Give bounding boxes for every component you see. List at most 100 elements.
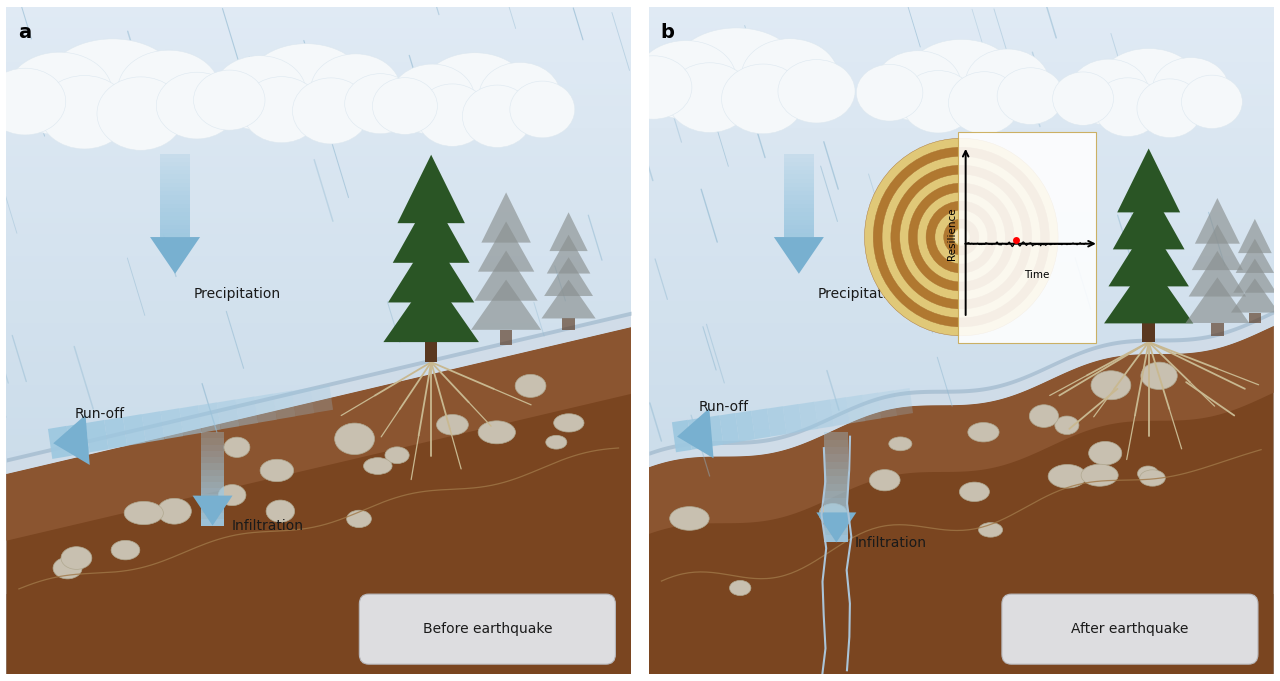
Polygon shape	[477, 221, 534, 272]
Ellipse shape	[819, 504, 844, 519]
Ellipse shape	[900, 174, 1023, 300]
Polygon shape	[649, 594, 1274, 681]
FancyArrow shape	[150, 237, 200, 274]
FancyArrow shape	[160, 233, 189, 237]
Ellipse shape	[436, 415, 468, 435]
FancyArrow shape	[160, 208, 189, 212]
FancyArrow shape	[774, 237, 824, 274]
FancyArrow shape	[201, 476, 224, 482]
Ellipse shape	[741, 39, 838, 115]
FancyArrow shape	[846, 395, 865, 424]
FancyArrow shape	[783, 174, 814, 178]
Ellipse shape	[888, 437, 911, 451]
Polygon shape	[6, 327, 631, 541]
Ellipse shape	[157, 498, 192, 524]
FancyArrow shape	[878, 390, 897, 418]
FancyArrow shape	[160, 174, 189, 178]
FancyArrow shape	[783, 183, 814, 187]
FancyArrow shape	[824, 440, 849, 447]
FancyArrow shape	[201, 463, 224, 470]
Polygon shape	[1231, 279, 1279, 313]
Ellipse shape	[118, 50, 220, 130]
FancyArrow shape	[783, 178, 814, 183]
Ellipse shape	[614, 56, 692, 119]
Ellipse shape	[901, 71, 975, 133]
FancyArrow shape	[236, 396, 259, 426]
Ellipse shape	[479, 63, 561, 131]
Polygon shape	[541, 280, 595, 319]
Polygon shape	[649, 314, 1274, 467]
FancyArrow shape	[160, 183, 189, 187]
Ellipse shape	[1140, 362, 1178, 390]
FancyArrow shape	[160, 225, 189, 229]
Ellipse shape	[925, 201, 997, 273]
Ellipse shape	[1181, 75, 1243, 129]
Ellipse shape	[44, 39, 182, 135]
FancyArrow shape	[216, 399, 239, 429]
FancyArrow shape	[783, 154, 814, 158]
Ellipse shape	[1052, 72, 1114, 125]
Polygon shape	[649, 326, 1274, 681]
Polygon shape	[6, 327, 631, 681]
FancyArrow shape	[201, 439, 224, 445]
FancyArrow shape	[824, 498, 849, 506]
Ellipse shape	[1029, 405, 1059, 428]
Ellipse shape	[960, 482, 989, 501]
Ellipse shape	[260, 459, 293, 481]
Polygon shape	[1234, 259, 1276, 293]
Ellipse shape	[219, 485, 246, 506]
FancyArrow shape	[783, 216, 814, 221]
FancyArrow shape	[160, 229, 189, 233]
FancyArrow shape	[824, 462, 849, 469]
Ellipse shape	[943, 219, 979, 255]
FancyArrow shape	[201, 445, 224, 451]
FancyArrow shape	[783, 229, 814, 233]
Ellipse shape	[347, 510, 371, 528]
Ellipse shape	[156, 72, 238, 139]
FancyArrow shape	[47, 426, 72, 459]
Ellipse shape	[40, 76, 129, 149]
Ellipse shape	[61, 547, 92, 569]
FancyArrow shape	[160, 212, 189, 216]
FancyArrow shape	[123, 414, 146, 446]
FancyArrow shape	[863, 392, 882, 421]
FancyArrow shape	[160, 200, 189, 204]
Ellipse shape	[722, 64, 805, 133]
Ellipse shape	[242, 77, 321, 143]
FancyBboxPatch shape	[360, 594, 616, 664]
Ellipse shape	[246, 44, 366, 130]
Text: Resilience: Resilience	[947, 207, 957, 260]
Bar	[1248, 313, 1261, 323]
Ellipse shape	[669, 507, 709, 530]
Text: Time: Time	[1024, 270, 1050, 281]
FancyArrow shape	[160, 170, 189, 174]
Polygon shape	[388, 234, 475, 302]
Ellipse shape	[97, 77, 184, 151]
Ellipse shape	[874, 50, 961, 121]
Ellipse shape	[479, 421, 516, 444]
Ellipse shape	[819, 503, 847, 525]
Ellipse shape	[554, 414, 584, 432]
FancyArrow shape	[824, 447, 849, 454]
Ellipse shape	[1055, 416, 1079, 434]
FancyArrow shape	[824, 513, 849, 520]
Polygon shape	[649, 326, 1274, 534]
FancyArrow shape	[142, 411, 165, 443]
FancyArrow shape	[54, 415, 90, 465]
FancyArrow shape	[198, 402, 220, 432]
Polygon shape	[547, 235, 590, 274]
Ellipse shape	[671, 28, 801, 119]
Bar	[425, 342, 438, 362]
FancyArrow shape	[273, 391, 296, 419]
Polygon shape	[1192, 225, 1243, 270]
Ellipse shape	[997, 67, 1064, 125]
FancyArrow shape	[783, 233, 814, 237]
Text: Before earthquake: Before earthquake	[422, 622, 552, 636]
FancyArrow shape	[201, 507, 224, 513]
Bar	[1211, 323, 1224, 336]
Ellipse shape	[667, 63, 753, 133]
Polygon shape	[397, 155, 465, 223]
Ellipse shape	[372, 78, 438, 134]
FancyArrow shape	[814, 399, 835, 428]
FancyArrow shape	[687, 417, 708, 449]
